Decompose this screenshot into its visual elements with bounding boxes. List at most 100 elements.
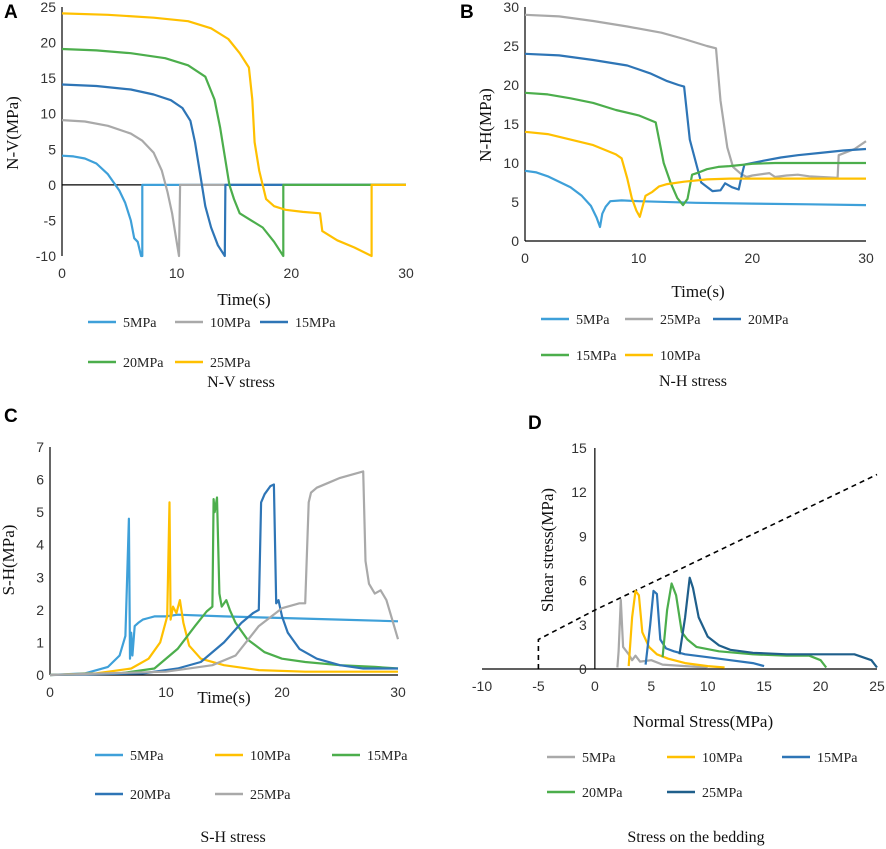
panel-b-x-label: Time(s) [671, 282, 724, 301]
panel-c-x-tick-label: 0 [46, 684, 54, 700]
panel-c-legend-label: 5MPa [130, 749, 164, 764]
panel-a-y-tick-label: 20 [40, 35, 56, 51]
panel-b-legend-label: 20MPa [748, 313, 789, 328]
panel-d-y-tick-label: 3 [579, 617, 587, 633]
panel-d-letter: D [528, 413, 542, 434]
panel-d-legend-label: 15MPa [817, 751, 858, 766]
panel-c-series-20mpa [49, 483, 398, 677]
panel-d-legend-label: 5MPa [582, 751, 616, 766]
panel-d-x-tick-label: 15 [756, 678, 772, 694]
panel-d-x-tick-label: -5 [532, 678, 545, 694]
panel-d-chart: D Normal Stress(MPa) Shear stress(MPa) S… [472, 413, 885, 846]
panel-b-x-tick-label: 0 [521, 250, 529, 266]
panel-d-x-tick-label: -10 [472, 678, 492, 694]
panel-d-strength-envelope [537, 473, 878, 669]
panel-a-x-tick-label: 20 [284, 265, 300, 281]
panel-d-series-5mpa [616, 598, 708, 669]
panel-b-series-10mpa [524, 130, 866, 218]
panel-b-y-tick-label: 10 [503, 155, 519, 171]
panel-a-y-tick-label: -10 [36, 248, 56, 264]
panel-a-y-tick-label: 15 [40, 70, 56, 86]
panel-a-x-tick-label: 10 [169, 265, 185, 281]
panel-d-legend-label: 10MPa [702, 751, 743, 766]
panel-a-y-tick-label: 0 [48, 177, 56, 193]
panel-b-y-label: N-H(MPa) [476, 88, 495, 162]
panel-a-series-10mpa [61, 119, 406, 258]
panel-b-letter: B [460, 2, 474, 23]
panel-a-y-label: N-V(MPa) [3, 96, 22, 170]
panel-c-y-tick-label: 6 [36, 472, 44, 488]
panel-a-series-20mpa [61, 47, 406, 258]
panel-c-y-tick-label: 0 [36, 667, 44, 683]
panel-c-y-tick-label: 4 [36, 537, 44, 553]
panel-c-letter: C [4, 406, 18, 427]
panel-b-x-tick-label: 10 [631, 250, 647, 266]
panel-d-series-20mpa [661, 582, 828, 669]
panel-c-chart: C Time(s) S-H(MPa) S-H stress 0 10 20 30 0 1 2… [0, 406, 408, 846]
panel-b-legend-label: 15MPa [576, 349, 617, 364]
panel-b-series-5mpa [524, 169, 867, 229]
panel-b-y-tick-label: 15 [503, 116, 519, 132]
panel-d-x-tick-label: 20 [813, 678, 829, 694]
panel-b-series-20mpa [524, 52, 867, 193]
panel-a-x-tick-label: 30 [398, 265, 414, 281]
panel-c-legend-label: 20MPa [130, 788, 171, 803]
panel-b-x-tick-label: 20 [745, 250, 761, 266]
panel-b-x-tick-label: 30 [858, 250, 874, 266]
panel-a-y-tick-label: 10 [40, 106, 56, 122]
panel-c-y-tick-label: 1 [36, 634, 44, 650]
panel-a-x-label: Time(s) [217, 290, 270, 309]
panel-d-x-tick-label: 10 [700, 678, 716, 694]
panel-b-chart: B Time(s) N-H(MPa) N-H stress 0 10 20 30 0 5 1… [460, 0, 874, 390]
panel-b-y-tick-label: 25 [503, 38, 519, 54]
panel-d-y-tick-label: 9 [579, 528, 587, 544]
panel-c-y-tick-label: 3 [36, 569, 44, 585]
panel-c-legend-label: 10MPa [250, 749, 291, 764]
panel-c-x-label: Time(s) [197, 688, 250, 707]
panel-c-y-tick-label: 5 [36, 504, 44, 520]
panel-d-series-25mpa [678, 576, 878, 669]
panel-d-series-10mpa [627, 589, 725, 669]
panel-a-legend-label: 10MPa [210, 316, 251, 331]
panel-c-legend-label: 15MPa [367, 749, 408, 764]
panel-c-y-tick-label: 2 [36, 602, 44, 618]
panel-d-legend-label: 20MPa [582, 786, 623, 801]
panel-a-legend-label: 25MPa [210, 356, 251, 371]
panel-a-y-tick-label: 5 [48, 141, 56, 157]
panel-d-y-tick-label: 0 [579, 661, 587, 677]
panel-b-legend-label: 25MPa [660, 313, 701, 328]
panel-d-y-label: Shear stress(MPa) [538, 488, 557, 612]
panel-a-x-tick-label: 0 [58, 265, 66, 281]
panel-a-legend-label: 20MPa [123, 356, 164, 371]
panel-a-series-5mpa [61, 154, 406, 258]
panel-b-y-tick-label: 0 [511, 233, 519, 249]
panel-d-x-tick-label: 5 [647, 678, 655, 694]
panel-c-series-5mpa [49, 517, 399, 677]
panel-c-x-tick-label: 10 [158, 684, 174, 700]
panel-c-caption: S-H stress [200, 829, 265, 846]
panel-b-y-tick-label: 20 [503, 77, 519, 93]
panel-a-caption: N-V stress [207, 374, 275, 391]
panel-a-y-tick-label: 25 [40, 0, 56, 15]
panel-b-caption: N-H stress [659, 373, 727, 390]
panel-a-letter: A [4, 2, 18, 23]
panel-d-series-15mpa [644, 589, 765, 668]
panel-a-y-tick-label: -5 [44, 212, 57, 228]
panel-c-series-15mpa [49, 496, 399, 677]
panel-b-y-tick-label: 30 [503, 0, 519, 15]
panel-d-y-tick-label: 12 [571, 484, 587, 500]
panel-a-chart: A Time(s) N-V(MPa) N-V stress 0 10 20 30 -10… [3, 0, 414, 391]
panel-d-y-tick-label: 6 [579, 573, 587, 589]
panel-c-series-10mpa [49, 501, 398, 677]
panel-d-caption: Stress on the bedding [627, 829, 764, 846]
panel-b-legend-label: 10MPa [660, 349, 701, 364]
panel-a-series-15mpa [61, 83, 406, 258]
panel-c-y-tick-label: 7 [36, 439, 44, 455]
panel-b-y-tick-label: 5 [511, 194, 519, 210]
panel-c-x-tick-label: 20 [274, 684, 290, 700]
panel-d-x-label: Normal Stress(MPa) [633, 712, 773, 731]
panel-a-series-25mpa [61, 12, 406, 258]
panel-c-series-25mpa [49, 470, 400, 677]
panel-c-x-tick-label: 30 [390, 684, 406, 700]
